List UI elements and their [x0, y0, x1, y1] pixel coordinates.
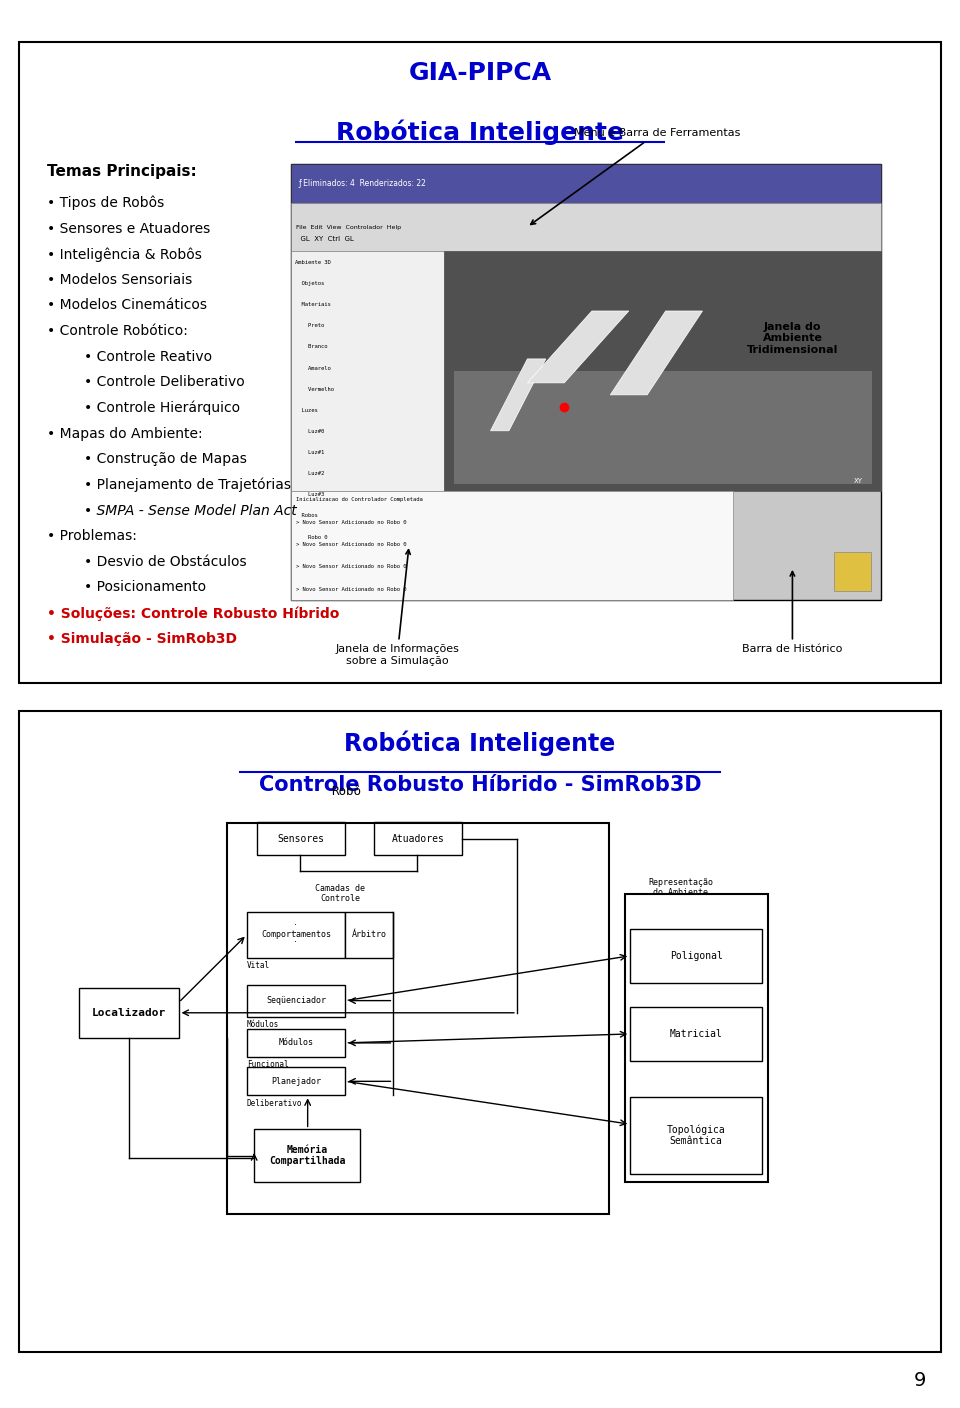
- FancyBboxPatch shape: [374, 822, 462, 855]
- FancyBboxPatch shape: [833, 552, 871, 591]
- Text: Poligonal: Poligonal: [670, 950, 723, 962]
- Text: • Sensores e Atuadores: • Sensores e Atuadores: [47, 221, 210, 235]
- Text: • Tipos de Robôs: • Tipos de Robôs: [47, 196, 164, 210]
- Text: Módulos: Módulos: [278, 1038, 314, 1048]
- Text: XY: XY: [853, 479, 862, 484]
- Text: GIA-PIPCA: GIA-PIPCA: [408, 62, 552, 86]
- Text: Robo 0: Robo 0: [295, 535, 327, 539]
- FancyBboxPatch shape: [257, 822, 345, 855]
- Text: • Problemas:: • Problemas:: [47, 529, 136, 543]
- Text: • Controle Robótico:: • Controle Robótico:: [47, 324, 188, 338]
- Text: Vermelho: Vermelho: [295, 387, 334, 391]
- Text: • Modelos Sensoriais: • Modelos Sensoriais: [47, 273, 192, 287]
- FancyBboxPatch shape: [247, 984, 346, 1017]
- Polygon shape: [491, 359, 546, 431]
- Text: Luz#1: Luz#1: [295, 451, 324, 455]
- Text: GL  XY  Ctrl  GL: GL XY Ctrl GL: [296, 237, 353, 242]
- Text: Deliberativo: Deliberativo: [247, 1100, 302, 1108]
- Text: Camadas de
Controle: Camadas de Controle: [315, 884, 365, 904]
- Text: Matricial: Matricial: [670, 1029, 723, 1039]
- FancyBboxPatch shape: [630, 1097, 762, 1174]
- Text: Vital: Vital: [247, 960, 270, 970]
- Text: • Posicionamento: • Posicionamento: [84, 580, 205, 594]
- FancyBboxPatch shape: [444, 251, 881, 490]
- Text: Branco: Branco: [295, 345, 327, 349]
- Text: File  Edit  View  Controlador  Help: File Edit View Controlador Help: [296, 225, 401, 230]
- FancyBboxPatch shape: [291, 490, 733, 600]
- Text: Robos: Robos: [295, 514, 318, 518]
- Text: Luz#0: Luz#0: [295, 429, 324, 434]
- Text: Ambiente 3D: Ambiente 3D: [295, 260, 330, 265]
- Text: ·
·
·: · · ·: [294, 919, 298, 946]
- Text: Preto: Preto: [295, 324, 324, 328]
- Text: Luz#2: Luz#2: [295, 472, 324, 476]
- Text: > Novo Sensor Adicionado no Robo 0: > Novo Sensor Adicionado no Robo 0: [296, 565, 406, 569]
- FancyBboxPatch shape: [630, 1007, 762, 1062]
- Text: Luzes: Luzes: [295, 408, 318, 413]
- FancyBboxPatch shape: [630, 929, 762, 983]
- Text: Sensores: Sensores: [277, 834, 324, 843]
- Text: Robô: Robô: [331, 784, 361, 797]
- Text: Representação
do Ambiente: Representação do Ambiente: [648, 877, 713, 897]
- Text: Controle Robusto Híbrido - SimRob3D: Controle Robusto Híbrido - SimRob3D: [258, 774, 702, 796]
- Text: > Novo Sensor Adicionado no Robo 0: > Novo Sensor Adicionado no Robo 0: [296, 520, 406, 525]
- FancyBboxPatch shape: [79, 988, 179, 1038]
- Text: Robótica Inteligente: Robótica Inteligente: [345, 731, 615, 756]
- Text: Barra de Histórico: Barra de Histórico: [742, 572, 843, 655]
- Text: ƒ Eliminados: 4  Renderizados: 22: ƒ Eliminados: 4 Renderizados: 22: [299, 179, 426, 189]
- Polygon shape: [454, 370, 872, 484]
- FancyBboxPatch shape: [247, 1029, 346, 1057]
- Text: Inicializacao do Controlador Completada: Inicializacao do Controlador Completada: [296, 497, 422, 503]
- Text: • Controle Reativo: • Controle Reativo: [84, 349, 212, 363]
- FancyBboxPatch shape: [19, 711, 941, 1352]
- Text: Comportamentos: Comportamentos: [261, 931, 331, 939]
- FancyBboxPatch shape: [346, 911, 394, 957]
- Text: Janela do
Ambiente
Tridimensional: Janela do Ambiente Tridimensional: [747, 321, 838, 355]
- FancyBboxPatch shape: [247, 911, 346, 957]
- Text: • Mapas do Ambiente:: • Mapas do Ambiente:: [47, 427, 203, 441]
- Text: Objetos: Objetos: [295, 282, 324, 286]
- Polygon shape: [611, 311, 703, 394]
- Text: > Novo Sensor Adicionado no Robo 0: > Novo Sensor Adicionado no Robo 0: [296, 542, 406, 546]
- Text: Janela de Informações
sobre a Simulação: Janela de Informações sobre a Simulação: [335, 549, 459, 666]
- Text: Temas Principais:: Temas Principais:: [47, 163, 197, 179]
- Text: • Modelos Cinemáticos: • Modelos Cinemáticos: [47, 298, 206, 313]
- Text: Memória
Compartilhada: Memória Compartilhada: [269, 1145, 346, 1166]
- Text: • Planejamento de Trajetórias: • Planejamento de Trajetórias: [84, 477, 291, 493]
- FancyBboxPatch shape: [291, 251, 444, 490]
- Text: Materiais: Materiais: [295, 303, 330, 307]
- Text: Planejador: Planejador: [271, 1077, 322, 1086]
- Text: Amarelo: Amarelo: [295, 366, 330, 370]
- Text: Localizador: Localizador: [92, 1008, 166, 1018]
- Text: • Controle Deliberativo: • Controle Deliberativo: [84, 376, 245, 390]
- Text: Robótica Inteligente: Robótica Inteligente: [336, 120, 624, 145]
- Text: Funcional: Funcional: [247, 1060, 288, 1069]
- Text: • Inteligência & Robôs: • Inteligência & Robôs: [47, 248, 202, 262]
- Text: Topológica
Semântica: Topológica Semântica: [667, 1124, 726, 1146]
- FancyBboxPatch shape: [247, 1067, 346, 1095]
- Text: • Soluções: Controle Robusto Híbrido: • Soluções: Controle Robusto Híbrido: [47, 605, 339, 621]
- Text: Luz#3: Luz#3: [295, 493, 324, 497]
- Text: • Desvio de Obstáculos: • Desvio de Obstáculos: [84, 555, 247, 569]
- Text: > Novo Sensor Adicionado no Robo 0: > Novo Sensor Adicionado no Robo 0: [296, 587, 406, 591]
- FancyBboxPatch shape: [291, 203, 881, 251]
- FancyBboxPatch shape: [254, 1129, 360, 1181]
- FancyBboxPatch shape: [19, 42, 941, 683]
- Text: Módulos: Módulos: [247, 1019, 279, 1029]
- FancyBboxPatch shape: [291, 163, 881, 203]
- Text: Atuadores: Atuadores: [392, 834, 444, 843]
- Text: • Controle Hierárquico: • Controle Hierárquico: [84, 401, 240, 415]
- FancyBboxPatch shape: [291, 163, 881, 600]
- Text: Menu e Barra de Ferramentas: Menu e Barra de Ferramentas: [531, 128, 740, 224]
- Text: Árbitro: Árbitro: [352, 931, 387, 939]
- Text: 9: 9: [914, 1371, 926, 1390]
- Text: • Construção de Mapas: • Construção de Mapas: [84, 452, 247, 466]
- Text: • SMPA - Sense Model Plan Act: • SMPA - Sense Model Plan Act: [84, 504, 297, 518]
- Text: • Simulação - SimRob3D: • Simulação - SimRob3D: [47, 632, 237, 646]
- Text: Seqüenciador: Seqüenciador: [266, 995, 326, 1005]
- Polygon shape: [527, 311, 629, 383]
